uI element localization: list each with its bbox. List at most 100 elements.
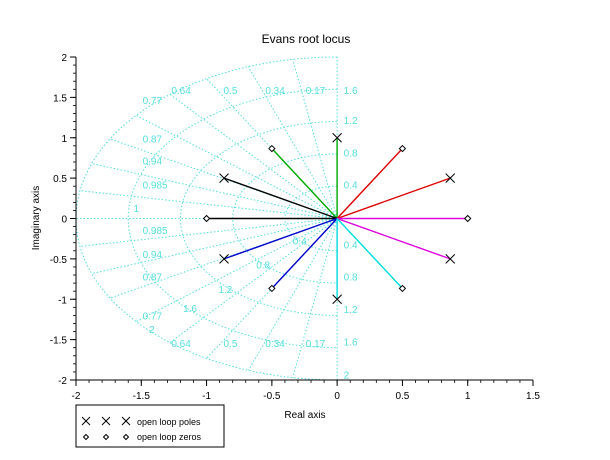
damping-label: 0.985 xyxy=(143,181,168,192)
pole-stroke xyxy=(445,254,456,264)
legend-pole-stroke xyxy=(81,416,91,426)
damping-ray-down-7 xyxy=(79,218,338,247)
damping-label: 0.64 xyxy=(171,339,191,350)
damping-label: 0.17 xyxy=(306,86,326,97)
legend-zero-marker-2 xyxy=(122,433,130,441)
x-tick-label: -0.5 xyxy=(263,391,281,402)
frequency-label: 0.4 xyxy=(344,181,358,192)
legend-label-zeros: open loop zeros xyxy=(137,432,202,442)
y-tick-label: 1 xyxy=(61,134,67,145)
damping-label: 0.87 xyxy=(143,135,163,146)
frequency-label: 0.8 xyxy=(256,261,270,272)
open-loop-zero-4 xyxy=(268,284,276,293)
legend-pole-stroke xyxy=(121,416,131,426)
frequency-label: 2 xyxy=(149,325,155,336)
locus-branch-2 xyxy=(336,148,403,219)
x-tick-label: 1.5 xyxy=(526,391,540,402)
open-loop-zero-1 xyxy=(398,144,407,153)
frequency-label: 0.8 xyxy=(344,148,358,159)
frequency-label: 1.6 xyxy=(344,86,358,97)
frequency-label: 2 xyxy=(344,370,350,381)
locus-branch-8 xyxy=(223,217,338,260)
damping-label: 0.17 xyxy=(306,339,326,350)
y-tick-label: 0 xyxy=(61,215,67,226)
y-tick-label: 2 xyxy=(61,53,67,64)
frequency-label: 0.4 xyxy=(293,236,307,247)
y-axis-label: Imaginary axis xyxy=(31,186,42,250)
damping-ray-up-4 xyxy=(135,115,338,219)
frequency-label: 0.8 xyxy=(344,273,358,284)
pole-stroke xyxy=(332,132,342,143)
x-tick-label: -2 xyxy=(72,391,81,402)
frequency-label: 1.2 xyxy=(218,285,232,296)
open-loop-pole-2 xyxy=(219,173,229,183)
damping-ray-up-1 xyxy=(247,66,338,219)
open-loop-zero-2 xyxy=(202,214,211,223)
pole-stroke xyxy=(219,173,229,183)
freq-arc-3 xyxy=(127,88,338,349)
x-tick-label: 0.5 xyxy=(395,391,409,402)
pole-stroke xyxy=(445,173,456,183)
locus-branches xyxy=(206,137,468,300)
damping-ray-up-7 xyxy=(79,190,338,219)
locus-branch-11 xyxy=(336,218,403,289)
damping-label: 0.94 xyxy=(143,156,163,167)
open-loop-zero-3 xyxy=(464,214,472,223)
damping-ray-up-0 xyxy=(292,59,338,219)
x-tick-label: -1 xyxy=(202,391,211,402)
damping-label: 0.87 xyxy=(143,273,163,284)
damping-ray-down-0 xyxy=(292,218,338,378)
locus-branch-9 xyxy=(271,218,338,289)
y-tick-label: -0.5 xyxy=(50,255,68,266)
legend-zero-marker-0 xyxy=(82,433,90,441)
damping-label: 0.5 xyxy=(224,86,238,97)
x-tick-label: 0 xyxy=(334,391,340,402)
y-tick-label: -1 xyxy=(58,295,67,306)
damping-label: 0.94 xyxy=(143,250,163,261)
legend-zero-marker-1 xyxy=(102,433,110,441)
open-loop-zero-0 xyxy=(268,144,276,153)
legend-pole-marker-0 xyxy=(81,416,91,426)
locus-branch-7 xyxy=(336,217,451,260)
damping-label: 0.34 xyxy=(265,86,285,97)
y-tick-label: 1.5 xyxy=(53,93,67,104)
frequency-label: 1.6 xyxy=(183,304,197,315)
x-tick-label: 1 xyxy=(465,391,471,402)
axes: -2 -1.5 -1 -0.5 0 0.5 1 1.5 -2 -1.5 -1 -0.5 0 0.5 1 1.5… xyxy=(50,53,541,402)
damping-label: 1 xyxy=(133,204,139,215)
frequency-label: 1.6 xyxy=(344,337,358,348)
chart-title: Evans root locus xyxy=(262,32,351,46)
pole-stroke xyxy=(219,254,229,264)
x-axis-label: Real axis xyxy=(284,410,325,421)
legend-pole-marker-2 xyxy=(121,416,131,426)
damping-label: 0.985 xyxy=(143,226,168,237)
x-tick-label: -1.5 xyxy=(133,391,151,402)
locus-branch-1 xyxy=(271,148,338,219)
y-tick-label: -2 xyxy=(58,376,67,387)
legend-label-poles: open loop poles xyxy=(137,417,201,427)
locus-branch-3 xyxy=(336,177,451,220)
y-tick-label: 0.5 xyxy=(53,174,67,185)
legend-box xyxy=(75,404,225,448)
legend-pole-marker-1 xyxy=(101,416,111,426)
frequency-label: 0.4 xyxy=(344,240,358,251)
pole-stroke xyxy=(332,294,342,305)
damping-label: 0.64 xyxy=(171,86,191,97)
legend-pole-stroke xyxy=(101,416,111,426)
frequency-label: 1.2 xyxy=(344,305,358,316)
legend: open loop poles open loop zeros xyxy=(75,404,225,448)
open-loop-pole-1 xyxy=(445,173,456,183)
open-loop-zero-5 xyxy=(398,284,407,293)
open-loop-pole-5 xyxy=(332,294,342,305)
damping-ray-down-4 xyxy=(135,218,338,322)
open-loop-pole-4 xyxy=(445,254,456,264)
damping-label: 0.5 xyxy=(224,339,238,350)
open-loop-pole-0 xyxy=(332,132,342,143)
open-loop-pole-3 xyxy=(219,254,229,264)
frequency-label: 1.2 xyxy=(344,116,358,127)
damping-label: 0.77 xyxy=(143,311,163,322)
damping-label: 0.34 xyxy=(265,339,285,350)
damping-grid: 0.77 0.64 0.5 0.34 0.17 0.87 0.94 0.985 1 0.985 0.… xyxy=(75,56,358,381)
damping-label: 0.77 xyxy=(143,96,163,107)
